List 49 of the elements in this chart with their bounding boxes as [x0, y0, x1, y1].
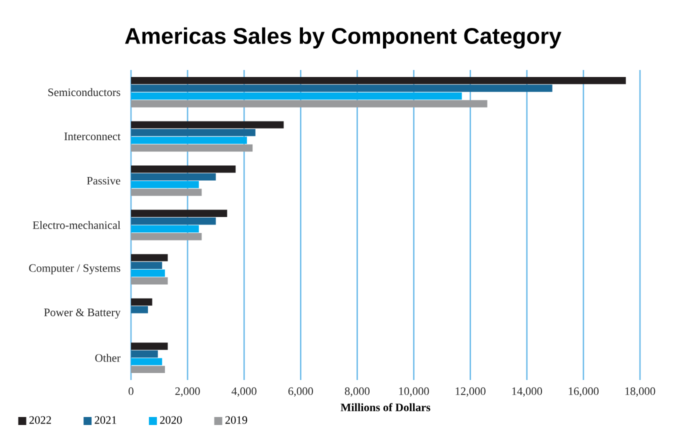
bar: [131, 270, 165, 277]
y-tick-label: Computer / Systems: [29, 264, 120, 274]
bar: [131, 366, 165, 374]
bar: [131, 218, 216, 225]
bar: [131, 84, 552, 92]
x-tick-label: 4,000: [232, 387, 256, 397]
bar: [131, 358, 162, 366]
bar: [131, 188, 202, 196]
bar: [131, 100, 488, 108]
bar: [131, 210, 228, 217]
bar: [131, 350, 158, 358]
bar: [131, 342, 168, 350]
x-tick-label: 0: [128, 387, 134, 396]
bar: [131, 277, 168, 284]
bar: [131, 92, 462, 100]
bar: [131, 180, 199, 188]
legend-label: 2021: [94, 416, 116, 424]
y-tick-label: Other: [95, 354, 121, 362]
x-tick-label: 12,000: [456, 387, 486, 397]
x-tick-label: 18,000: [625, 387, 656, 397]
y-tick-label: Power & Battery: [44, 308, 121, 319]
legend-label: 2022: [29, 416, 51, 424]
bar: [131, 262, 162, 270]
x-tick-label: 10,000: [399, 387, 429, 397]
bar: [131, 298, 152, 306]
bar: [131, 166, 236, 173]
legend-label: 2020: [160, 416, 182, 424]
bar: [131, 136, 247, 144]
x-tick-label: 8,000: [344, 387, 370, 397]
bar: [131, 76, 626, 84]
bar: [131, 225, 199, 232]
bar: [131, 128, 256, 136]
x-tick-label: 6,000: [288, 387, 313, 397]
bar: [131, 173, 216, 180]
x-axis-title: Millions of Dollars: [340, 403, 430, 412]
legend-label: 2019: [225, 416, 248, 424]
y-tick-label: Passive: [86, 176, 120, 185]
y-tick-label: Semiconductors: [48, 88, 120, 96]
y-tick-label: Electro-mechanical: [32, 221, 120, 229]
bar: [131, 254, 168, 262]
y-tick-label: Interconnect: [64, 132, 121, 140]
bar: [131, 144, 253, 152]
x-tick-label: 16,000: [568, 387, 599, 397]
bar: [131, 121, 284, 128]
bar: [131, 306, 148, 314]
x-tick-label: 14,000: [512, 387, 542, 397]
bar: [131, 232, 202, 240]
chart-title: Americas Sales by Component Category: [125, 27, 562, 49]
x-tick-label: 2,000: [175, 387, 200, 397]
